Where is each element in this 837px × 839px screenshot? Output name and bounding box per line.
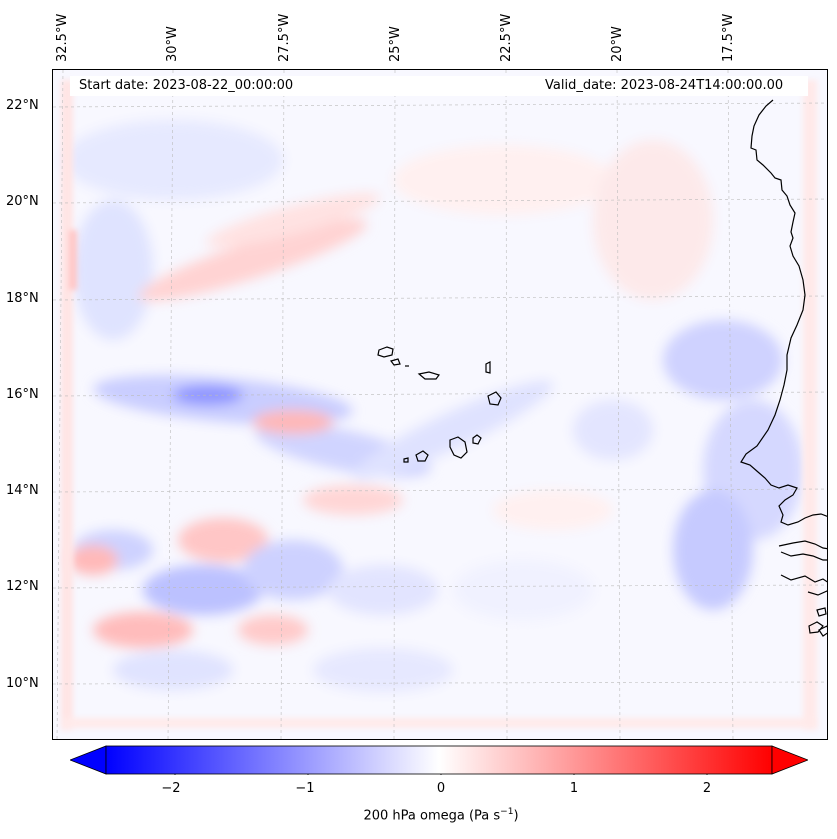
omega-region [63, 120, 283, 200]
island-fogo [415, 450, 429, 462]
omega-region [328, 565, 438, 615]
coastline-gambia-north [778, 540, 827, 550]
coastline-casamance [780, 574, 827, 583]
lat-label-10n: 10°N [6, 676, 39, 691]
omega-region [73, 200, 153, 340]
island-sao-nicolau [417, 371, 440, 380]
lon-label-17-5w: 17.5°W [721, 13, 736, 62]
map-panel[interactable] [52, 69, 828, 740]
lon-label-30w: 30°W [165, 26, 180, 62]
omega-region [178, 518, 268, 562]
colorbar-tick-label-neg2: −2 [161, 781, 181, 796]
colorbar-min-extend [70, 745, 107, 775]
omega-region [68, 545, 118, 575]
omega-region [138, 219, 368, 301]
omega-region [393, 145, 613, 215]
edge-strip [61, 80, 73, 730]
omega-region [353, 380, 553, 480]
island-sao-vicente [389, 358, 401, 366]
gridline-25w [393, 70, 396, 739]
island-brava [403, 457, 409, 463]
lon-label-27-5w: 27.5°W [277, 13, 292, 62]
edge-strip [803, 80, 817, 730]
gridline-22-5w [505, 70, 508, 739]
lat-label-22n: 22°N [6, 98, 39, 113]
omega-region [573, 400, 653, 460]
lon-label-22-5w: 22.5°W [499, 13, 514, 62]
omega-region [93, 612, 193, 648]
omega-field-map [53, 70, 827, 739]
edge-strip [69, 230, 77, 290]
gridlines [53, 70, 827, 739]
omega-region [453, 560, 593, 620]
lat-label-14n: 14°N [6, 483, 39, 498]
island-bissagos-3 [818, 625, 827, 637]
colorbar-label-exponent: −1 [500, 807, 514, 817]
gridline-30w [167, 70, 174, 739]
omega-region [143, 565, 263, 615]
omega-region [663, 320, 783, 400]
omega-colorbar [70, 745, 808, 775]
island-santo-antao [377, 346, 394, 358]
island-santiago [449, 436, 468, 459]
gridline-20w [616, 70, 621, 739]
gridline-17-5w [727, 70, 734, 739]
omega-region [243, 540, 343, 600]
colorbar-label: 200 hPa omega (Pa s−1) [363, 807, 518, 823]
omega-region [313, 648, 453, 692]
omega-region [113, 650, 233, 690]
lon-label-32-5w: 32.5°W [55, 13, 70, 62]
island-bissagos-1 [816, 607, 827, 617]
coastline-guinea-bissau [807, 590, 827, 596]
omega-region [493, 490, 613, 530]
cape-verde-islands [377, 346, 502, 463]
omega-region [303, 485, 403, 515]
colorbar-tick-label-0: 0 [436, 781, 446, 796]
lon-label-25w: 25°W [388, 26, 403, 62]
omega-region [238, 615, 308, 645]
omega-field-blobs [63, 120, 803, 692]
coastline-mauritania-senegal [740, 99, 827, 526]
colorbar-max-extend [771, 745, 808, 775]
colorbar-label-end: ) [513, 808, 519, 824]
colorbar-tick-label-neg1: −1 [295, 781, 315, 796]
omega-region [593, 140, 713, 300]
colorbar-gradient [105, 745, 773, 775]
omega-region [253, 410, 333, 434]
lat-label-12n: 12°N [6, 579, 39, 594]
lat-label-16n: 16°N [6, 387, 39, 402]
domain-edge-artefacts [61, 80, 818, 730]
date-banner [70, 76, 808, 96]
omega-region [173, 385, 243, 405]
island-boa-vista [487, 391, 502, 406]
island-maio [472, 434, 482, 445]
lon-label-20w: 20°W [610, 26, 625, 62]
colorbar-ticks [174, 774, 708, 775]
edge-strip [63, 718, 818, 728]
coastline-gambia-south [780, 551, 827, 561]
lat-label-18n: 18°N [6, 291, 39, 306]
gridline-32-5w [56, 70, 64, 739]
lat-label-20n: 20°N [6, 194, 39, 209]
colorbar-tick-label-1: 1 [569, 781, 579, 796]
gridline-27-5w [280, 70, 285, 739]
colorbar-tick-label-2: 2 [702, 781, 712, 796]
start-date-text: Start date: 2023-08-22_00:00:00 [79, 78, 294, 93]
omega-region [205, 193, 381, 247]
omega-region [673, 490, 753, 610]
colorbar-label-main: 200 hPa omega (Pa s [363, 808, 501, 824]
valid-date-text: Valid_date: 2023-08-24T14:00:00.00 [545, 78, 784, 93]
african-coastline [740, 99, 827, 637]
island-sal [485, 361, 491, 374]
